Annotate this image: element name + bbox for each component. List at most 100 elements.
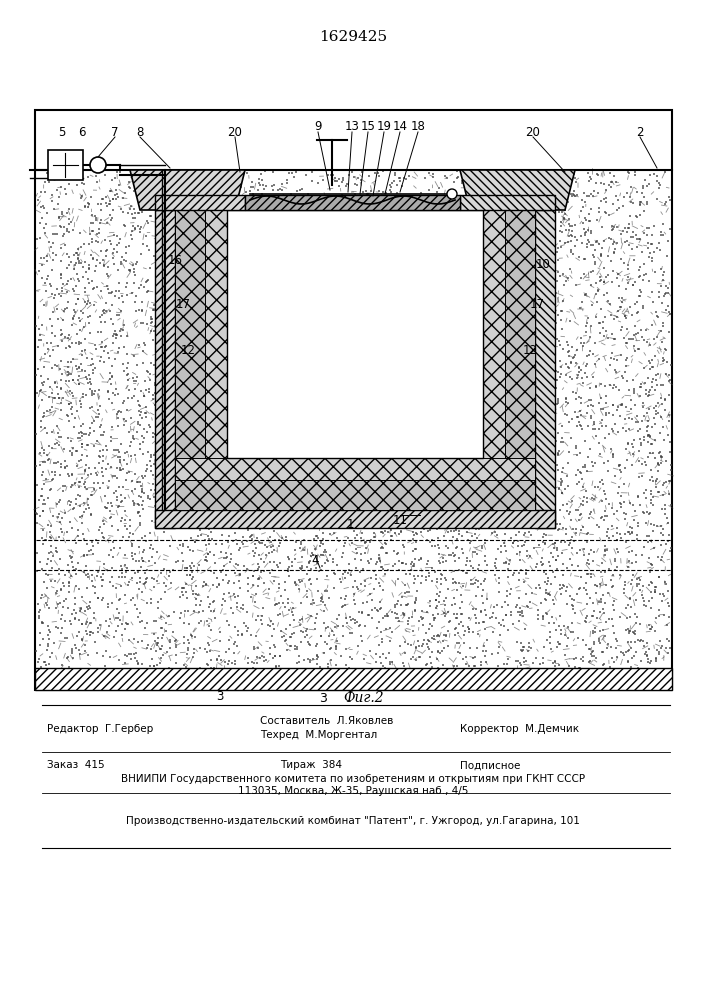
- Point: [493, 231, 504, 247]
- Point: [409, 403, 420, 419]
- Point: [237, 536, 248, 552]
- Point: [79, 284, 90, 300]
- Point: [341, 178, 352, 194]
- Point: [144, 658, 156, 674]
- Point: [300, 328, 312, 344]
- Point: [559, 235, 571, 251]
- Point: [493, 541, 504, 557]
- Point: [281, 255, 293, 271]
- Point: [346, 651, 358, 667]
- Point: [597, 622, 609, 638]
- Point: [316, 215, 327, 231]
- Point: [62, 276, 73, 292]
- Point: [448, 195, 459, 211]
- Point: [335, 318, 346, 334]
- Point: [607, 611, 618, 627]
- Point: [452, 277, 463, 293]
- Point: [399, 607, 410, 623]
- Point: [37, 561, 48, 577]
- Point: [175, 537, 186, 553]
- Point: [218, 425, 230, 441]
- Point: [400, 197, 411, 213]
- Point: [289, 638, 300, 654]
- Point: [292, 398, 303, 414]
- Point: [449, 596, 460, 612]
- Point: [191, 287, 202, 303]
- Point: [129, 481, 141, 497]
- Point: [452, 227, 463, 243]
- Point: [420, 360, 431, 376]
- Point: [390, 323, 402, 339]
- Point: [397, 335, 408, 351]
- Point: [573, 462, 584, 478]
- Point: [498, 618, 510, 634]
- Point: [408, 201, 419, 217]
- Point: [135, 383, 146, 399]
- Point: [561, 503, 573, 519]
- Point: [298, 408, 310, 424]
- Point: [254, 227, 265, 243]
- Point: [55, 253, 66, 269]
- Point: [256, 535, 267, 551]
- Point: [374, 649, 385, 665]
- Point: [248, 548, 259, 564]
- Point: [348, 592, 359, 608]
- Point: [87, 625, 98, 641]
- Text: Редактор  Г.Гербер: Редактор Г.Гербер: [47, 724, 153, 734]
- Point: [286, 186, 297, 202]
- Point: [630, 227, 641, 243]
- Point: [651, 471, 662, 487]
- Point: [565, 354, 576, 370]
- Point: [173, 553, 184, 569]
- Point: [628, 432, 639, 448]
- Point: [457, 373, 469, 389]
- Point: [229, 525, 240, 541]
- Point: [114, 323, 125, 339]
- Point: [73, 255, 84, 271]
- Point: [201, 656, 212, 672]
- Point: [109, 540, 120, 556]
- Point: [393, 383, 404, 399]
- Point: [628, 497, 639, 513]
- Point: [110, 442, 122, 458]
- Point: [587, 644, 598, 660]
- Point: [380, 536, 391, 552]
- Point: [296, 396, 308, 412]
- Point: [66, 554, 78, 570]
- Point: [535, 323, 547, 339]
- Point: [597, 314, 609, 330]
- Point: [119, 490, 130, 506]
- Point: [435, 241, 446, 257]
- Point: [75, 225, 86, 241]
- Point: [527, 284, 538, 300]
- Point: [375, 436, 387, 452]
- Point: [353, 638, 364, 654]
- Point: [129, 294, 141, 310]
- Point: [40, 496, 51, 512]
- Point: [248, 563, 259, 579]
- Point: [276, 384, 288, 400]
- Point: [81, 626, 93, 642]
- Point: [662, 595, 674, 611]
- Point: [493, 570, 505, 586]
- Point: [314, 538, 325, 554]
- Point: [421, 512, 433, 528]
- Text: 5: 5: [58, 125, 66, 138]
- Point: [66, 467, 78, 483]
- Point: [57, 280, 68, 296]
- Point: [67, 222, 78, 238]
- Point: [280, 357, 291, 373]
- Point: [230, 634, 241, 650]
- Point: [100, 643, 112, 659]
- Point: [373, 603, 384, 619]
- Point: [333, 171, 344, 187]
- Point: [319, 645, 330, 661]
- Point: [448, 545, 459, 561]
- Point: [535, 277, 547, 293]
- Point: [401, 390, 412, 406]
- Point: [593, 315, 604, 331]
- Point: [304, 190, 315, 206]
- Point: [599, 328, 610, 344]
- Point: [653, 284, 665, 300]
- Point: [218, 430, 230, 446]
